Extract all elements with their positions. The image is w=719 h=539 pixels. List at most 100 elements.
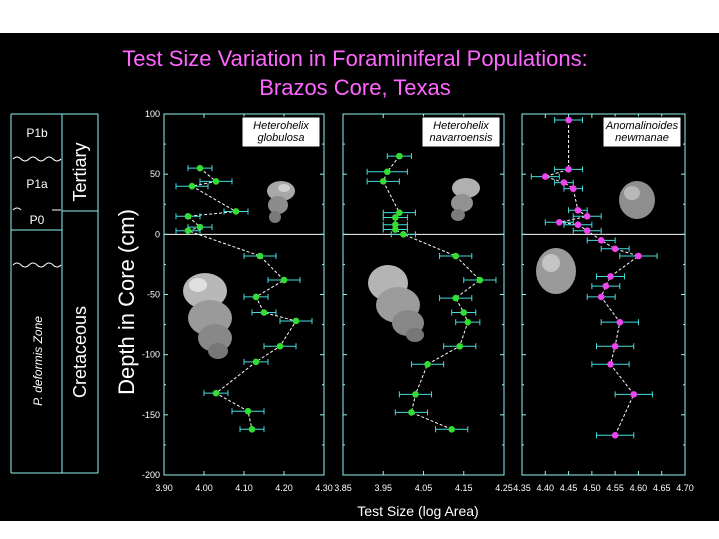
data-point (448, 425, 455, 433)
boundary-wavy-1 (12, 156, 62, 162)
zone-deformis: P. deformis Zone (31, 316, 45, 406)
data-point (280, 276, 288, 284)
data-point (460, 309, 468, 316)
species-label-box (421, 116, 501, 148)
data-point (276, 342, 284, 350)
label-cretaceous: Cretaceous (70, 306, 90, 398)
series-line (543, 120, 640, 436)
data-point (583, 212, 591, 220)
data-point (260, 309, 268, 316)
data-point (611, 342, 619, 350)
species-genus: Anomalinoides (605, 120, 679, 132)
boundary-wavy-2 (12, 207, 22, 211)
zone-p0: P0 (30, 213, 45, 227)
x-tick-label: 3.85 (334, 483, 352, 493)
panel-heterohelix-globulosa: 100 50 0 -50 -100 -150 -200 3.90 4.00 4.10 4.20 4.3… (142, 109, 333, 493)
data-point (452, 252, 460, 260)
series-line (382, 155, 481, 430)
species-label: Heterohelix navarroensis (430, 120, 493, 144)
stratigraphy-column: P1b P1a P0 P. deformis Zone Tertiary Cre… (10, 113, 99, 474)
data-point (616, 318, 624, 326)
x-tick-label: 4.10 (235, 483, 253, 493)
x-tick-label: 4.65 (653, 483, 671, 493)
data-point (400, 231, 407, 238)
series-line (186, 167, 297, 430)
data-point (560, 179, 568, 186)
data-point (256, 252, 264, 260)
plot-frame (521, 113, 686, 476)
data-point (383, 168, 391, 176)
panel-heterohelix-navarroensis: 3.85 3.95 4.05 4.15 4.25 Heterohelix navarroen… (334, 113, 513, 493)
x-tick-label: 4.20 (275, 483, 293, 493)
data-point (196, 164, 204, 172)
y-tick-label: -200 (142, 470, 160, 480)
species-epithet: navarroensis (430, 132, 493, 144)
fossil-illustration-navarroensis-large (368, 265, 424, 342)
data-point (607, 273, 614, 280)
data-point (565, 116, 572, 124)
data-point (196, 223, 204, 231)
fossil-illustration-anomalinoides-large (536, 248, 576, 294)
chart: Test Size Variation in Foraminiferal Pop… (10, 46, 694, 519)
zone-p1a: P1a (26, 177, 48, 191)
data-point (565, 166, 572, 173)
x-tick-label: 4.40 (537, 483, 555, 493)
x-tick-label: 4.50 (583, 483, 601, 493)
data-point (184, 212, 192, 220)
species-label: Anomalinoides newmanae (605, 120, 679, 144)
x-tick-label: 4.70 (676, 483, 694, 493)
data-point (392, 221, 399, 229)
slide-background: Test Size Variation in Foraminiferal Pop… (0, 33, 719, 521)
data-point (252, 358, 260, 366)
panel-anomalinoides-newmanae: 4.35 4.40 4.45 4.50 4.55 4.60 4.65 4.70 Anomalin… (513, 113, 694, 493)
y-tick-label: -150 (142, 410, 160, 420)
data-point (611, 431, 619, 439)
y-tick-label: 0 (155, 229, 160, 239)
data-point (464, 318, 472, 326)
data-point (379, 178, 387, 185)
chart-title-line2: Brazos Core, Texas (259, 75, 451, 100)
boundary-wavy-3 (12, 262, 62, 268)
species-genus: Heterohelix (433, 120, 489, 132)
x-tick-label: 4.30 (315, 483, 333, 493)
data-point (212, 389, 220, 397)
x-tick-label: 3.90 (155, 483, 173, 493)
data-point (541, 173, 549, 180)
data-point (597, 293, 605, 301)
data-point (396, 152, 403, 160)
data-point (635, 252, 642, 260)
data-point (244, 407, 252, 415)
x-tick-label: 4.05 (415, 483, 433, 493)
species-epithet: newmanae (615, 132, 669, 144)
species-epithet: globulosa (257, 132, 304, 144)
fossil-illustration-anomalinoides-small (619, 181, 655, 219)
data-point (424, 360, 431, 368)
data-point (392, 226, 399, 233)
data-point (456, 342, 464, 350)
zone-p1b: P1b (26, 126, 48, 140)
data-point (583, 227, 591, 235)
species-label: Heterohelix globulosa (253, 120, 309, 144)
y-tick-label: -50 (147, 290, 160, 300)
chart-title-line1: Test Size Variation in Foraminiferal Pop… (122, 46, 587, 71)
label-tertiary: Tertiary (70, 142, 90, 201)
x-tick-label: 4.45 (560, 483, 578, 493)
y-tick-label: 50 (150, 169, 160, 179)
x-tick-label: 3.95 (374, 483, 392, 493)
data-point (188, 182, 196, 190)
data-point (392, 214, 399, 221)
data-point (611, 245, 619, 253)
data-point (476, 276, 484, 284)
y-tick-label: -100 (142, 350, 160, 360)
x-tick-label: 4.35 (513, 483, 531, 493)
fossil-illustration-globulosa-large (183, 273, 232, 359)
x-tick-label: 4.55 (606, 483, 624, 493)
x-axis-label: Test Size (log Area) (357, 503, 478, 519)
data-point (574, 206, 582, 214)
x-tick-label: 4.15 (455, 483, 473, 493)
fossil-illustration-globulosa-small (267, 181, 295, 223)
data-point (248, 425, 256, 433)
y-axis-label: Depth in Core (cm) (114, 209, 139, 395)
data-point (607, 360, 614, 368)
species-genus: Heterohelix (253, 120, 309, 132)
